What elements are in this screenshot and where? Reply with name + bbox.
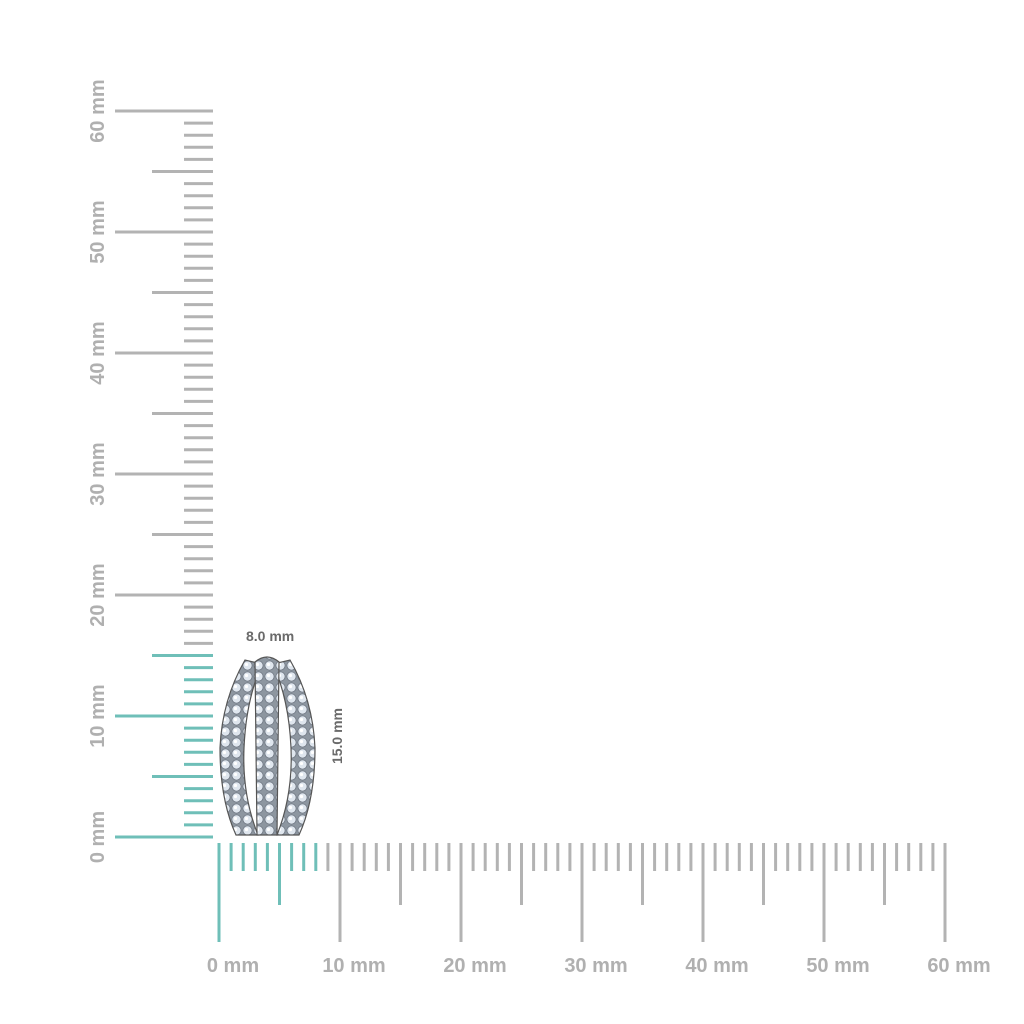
vertical-tick-label: 40 mm [87,321,109,384]
horizontal-tick-label: 40 mm [685,955,748,977]
horizontal-tick-label: 20 mm [443,955,506,977]
vertical-tick-label: 0 mm [87,811,109,863]
vertical-tick-label: 30 mm [87,442,109,505]
horizontal-tick-label: 50 mm [806,955,869,977]
vertical-tick-label: 50 mm [87,200,109,263]
horizontal-tick-label: 30 mm [564,955,627,977]
vertical-tick-label: 20 mm [87,563,109,626]
vertical-tick-label: 10 mm [87,684,109,747]
horizontal-tick-label: 10 mm [322,955,385,977]
earring-center-band [254,656,280,836]
horizontal-tick-label: 60 mm [927,955,990,977]
horizontal-tick-label: 0 mm [207,955,259,977]
width-dimension-label: 8.0 mm [246,628,295,644]
vertical-tick-label: 60 mm [87,79,109,142]
height-dimension-label: 15.0 mm [329,707,345,765]
